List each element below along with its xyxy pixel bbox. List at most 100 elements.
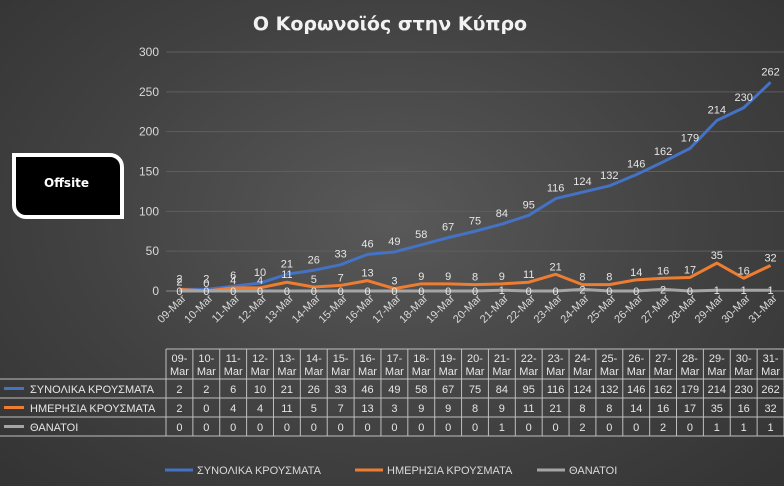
chart-title: Ο Κορωνοϊός στην Κύπρο: [253, 13, 527, 35]
table-header-cell: Mar: [519, 366, 538, 378]
logo-text: Offsite: [44, 176, 90, 190]
table-cell: 0: [553, 422, 559, 434]
table-cell: 116: [547, 384, 565, 396]
table-header-cell: 10-: [198, 353, 214, 365]
table-cell: 230: [735, 384, 753, 396]
x-tick-label: 18-Mar: [397, 292, 430, 325]
table-header-cell: Mar: [224, 366, 243, 378]
table-header-cell: Mar: [707, 366, 726, 378]
table-header-cell: 22-: [521, 353, 537, 365]
table-cell: 32: [764, 403, 776, 415]
x-tick-label: 17-Mar: [370, 292, 403, 325]
table-header-cell: Mar: [304, 366, 323, 378]
table-cell: 11: [523, 403, 534, 415]
table-cell: 1: [499, 422, 505, 434]
data-label: 84: [496, 208, 508, 220]
x-tick-label: 27-Mar: [639, 292, 672, 325]
table-cell: 16: [738, 403, 750, 415]
table-cell: 2: [176, 403, 182, 415]
table-cell: 4: [257, 403, 263, 415]
table-cell: 0: [418, 422, 424, 434]
legend: ΣΥΝΟΛΙΚΑ ΚΡΟΥΣΜΑΤΑ ΗΜΕΡΗΣΙΑ ΚΡΟΥΣΜΑΤΑ ΘΑΝΑ…: [165, 465, 617, 477]
table-cell: 2: [203, 384, 209, 396]
table-header-cell: 25-: [601, 353, 617, 365]
x-tick-label: 30-Mar: [720, 292, 753, 325]
table-cell: 67: [442, 384, 454, 396]
data-label: 8: [472, 272, 478, 284]
data-label: 0: [311, 286, 317, 298]
table-header-cell: 17-: [386, 353, 402, 365]
table-cell: 7: [338, 403, 344, 415]
table-header-cell: Mar: [466, 366, 485, 378]
data-label: 116: [547, 183, 565, 195]
table-header-cell: Mar: [412, 366, 431, 378]
data-label: 13: [361, 268, 373, 280]
table-cell: 3: [391, 403, 397, 415]
table-header-cell: 20-: [467, 353, 483, 365]
data-label: 16: [657, 265, 669, 277]
table-header-cell: Mar: [680, 366, 699, 378]
data-label: 4: [230, 275, 236, 287]
table-header-cell: Mar: [654, 366, 673, 378]
x-tick-label: 20-Mar: [451, 292, 484, 325]
legend-label: ΗΜΕΡΗΣΙΑ ΚΡΟΥΣΜΑΤΑ: [387, 465, 513, 477]
table-header-cell: 09-: [171, 353, 187, 365]
data-label: 10: [254, 267, 266, 279]
table-cell: 0: [445, 422, 451, 434]
y-tick-label: 0: [152, 284, 159, 298]
table-header-cell: Mar: [492, 366, 511, 378]
data-label: 1: [499, 285, 505, 297]
data-label: 1: [768, 285, 774, 297]
table-cell: 6: [230, 384, 236, 396]
table-header-cell: 19-: [440, 353, 456, 365]
data-label: 95: [523, 199, 535, 211]
data-label: 179: [681, 132, 699, 144]
series-lines: [179, 81, 772, 293]
table-cell: 0: [257, 422, 263, 434]
table-cell: 0: [176, 422, 182, 434]
data-label: 1: [741, 285, 747, 297]
data-label: 2: [660, 284, 666, 296]
table-cell: 8: [472, 403, 478, 415]
table-cell: 0: [311, 422, 317, 434]
data-label: 75: [469, 215, 481, 227]
data-label: 0: [203, 278, 209, 290]
table-cell: 49: [388, 384, 400, 396]
x-tick-label: 21-Mar: [478, 292, 511, 325]
table-header-cell: 29-: [709, 353, 725, 365]
table-cell: 0: [284, 422, 290, 434]
table-header-cell: 30-: [736, 353, 752, 365]
table-header-cell: 13-: [279, 353, 295, 365]
table-header-cell: 28-: [682, 353, 698, 365]
data-label: 14: [630, 267, 642, 279]
data-label: 32: [764, 253, 776, 265]
data-label: 4: [257, 275, 263, 287]
table-cell: 35: [711, 403, 723, 415]
data-label: 21: [281, 258, 293, 270]
data-label: 2: [579, 284, 585, 296]
table-header-cell: Mar: [385, 366, 404, 378]
data-label: 7: [338, 272, 344, 284]
table-cell: 9: [499, 403, 505, 415]
series-line-2: [179, 287, 771, 293]
table-cell: 124: [573, 384, 591, 396]
data-label: 33: [335, 249, 347, 261]
table-header-cell: Mar: [358, 366, 377, 378]
table-cell: 0: [606, 422, 612, 434]
x-tick-label: 19-Mar: [424, 292, 457, 325]
data-label: 1: [714, 285, 720, 297]
table-cell: 0: [633, 422, 639, 434]
y-tick-label: 250: [139, 85, 159, 99]
data-label: 8: [606, 272, 612, 284]
x-tick-label: 13-Mar: [263, 292, 296, 325]
data-label: 214: [708, 105, 726, 117]
table-header-cell: Mar: [331, 366, 350, 378]
table-cell: 1: [714, 422, 720, 434]
table-header-cell: Mar: [761, 366, 780, 378]
table-header-cell: Mar: [277, 366, 296, 378]
table-cell: 132: [600, 384, 618, 396]
offsite-logo: Offsite: [12, 153, 124, 219]
table-header-cell: Mar: [197, 366, 216, 378]
